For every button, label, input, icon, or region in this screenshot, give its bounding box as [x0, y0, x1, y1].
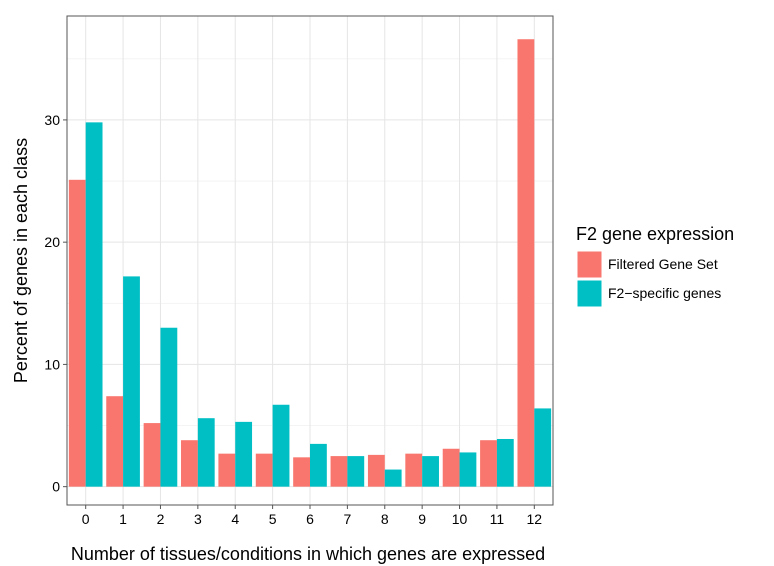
bar-f2-specific-genes-1	[123, 276, 140, 487]
legend-key	[576, 279, 603, 308]
x-tick-label: 3	[194, 511, 202, 527]
x-tick-label: 0	[82, 511, 90, 527]
x-tick-label: 1	[119, 511, 127, 527]
y-tick-label: 20	[44, 234, 60, 250]
legend-label: Filtered Gene Set	[608, 256, 718, 272]
bar-filtered-gene-set-10	[442, 448, 460, 487]
x-axis-title: Number of tissues/conditions in which ge…	[71, 544, 545, 564]
x-tick-label: 12	[527, 511, 543, 527]
x-tick-label: 6	[306, 511, 314, 527]
x-tick-label: 4	[231, 511, 239, 527]
bar-f2-specific-genes-9	[422, 456, 439, 487]
bar-filtered-gene-set-3	[181, 440, 198, 487]
x-tick-label: 9	[418, 511, 426, 527]
y-tick-label: 0	[52, 479, 60, 495]
y-axis: 0 10 20 30	[44, 112, 67, 495]
legend-key	[576, 250, 603, 279]
bar-filtered-gene-set-6	[293, 457, 310, 487]
x-axis: 0 1 2 3 4 5 6 7 8 9 10 11 12	[82, 505, 543, 527]
bar-filtered-gene-set-11	[480, 440, 497, 487]
bar-f2-specific-genes-8	[384, 469, 402, 487]
bar-filtered-gene-set-9	[405, 453, 423, 487]
x-tick-label: 8	[381, 511, 389, 527]
legend-title: F2 gene expression	[576, 224, 734, 244]
bar-f2-specific-genes-3	[197, 418, 215, 487]
bar-filtered-gene-set-4	[218, 453, 236, 487]
x-tick-label: 10	[452, 511, 468, 527]
x-tick-label: 11	[490, 511, 505, 527]
bars	[68, 39, 552, 487]
bar-filtered-gene-set-7	[330, 456, 348, 487]
bar-filtered-gene-set-0	[68, 179, 86, 487]
bar-filtered-gene-set-5	[255, 453, 273, 487]
bar-filtered-gene-set-12	[517, 39, 535, 487]
bar-f2-specific-genes-11	[496, 438, 514, 487]
bar-filtered-gene-set-1	[106, 396, 124, 487]
bar-f2-specific-genes-0	[85, 122, 103, 487]
x-tick-label: 2	[157, 511, 165, 527]
bar-filtered-gene-set-8	[367, 454, 385, 487]
y-tick-label: 10	[44, 356, 60, 372]
x-tick-label: 7	[343, 511, 351, 527]
bar-f2-specific-genes-7	[347, 456, 365, 487]
bar-f2-specific-genes-4	[235, 421, 253, 487]
bar-f2-specific-genes-12	[534, 408, 552, 487]
legend-items: Filtered Gene Set F2−specific genes	[576, 250, 721, 308]
bar-f2-specific-genes-6	[310, 443, 327, 487]
y-axis-title: Percent of genes in each class	[11, 138, 31, 383]
bar-filtered-gene-set-2	[143, 423, 161, 487]
y-tick-label: 30	[44, 112, 60, 128]
x-tick-label: 5	[269, 511, 277, 527]
legend-label: F2−specific genes	[608, 285, 721, 301]
bar-f2-specific-genes-2	[160, 327, 178, 487]
legend: F2 gene expression Filtered Gene Set F2−s…	[576, 224, 734, 308]
bar-f2-specific-genes-5	[272, 404, 290, 487]
bar-f2-specific-genes-10	[459, 452, 477, 487]
